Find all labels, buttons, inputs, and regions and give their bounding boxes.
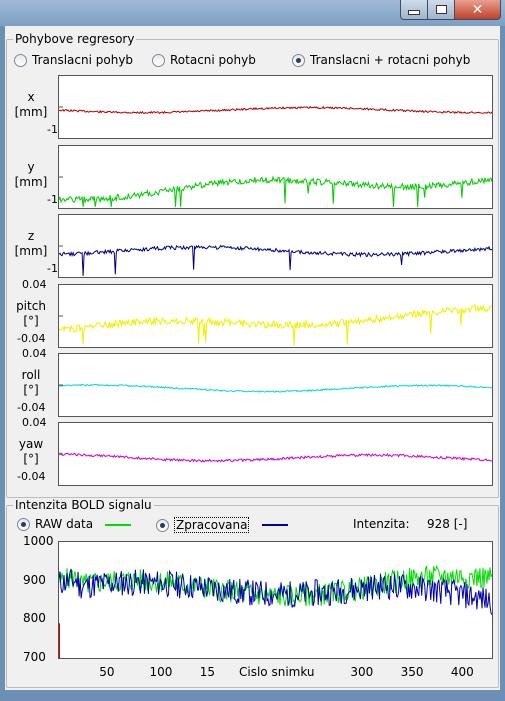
y-tick-label: 900 [23,572,46,587]
panel-plot-y [58,145,493,209]
bold-chart [58,541,493,659]
panel-ytick-bottom: -0.04 [17,470,46,483]
panel-ytick-bottom: -1 [47,262,58,275]
panel-plot-x [58,75,493,139]
intensity-label: Intenzita: [353,517,410,531]
y-tick-label: 800 [23,611,46,626]
intensity-value: 928 [-] [427,517,468,531]
bold-series-processed [59,568,492,615]
panel-plot-pitch [58,284,493,348]
raw-legend-line [105,524,131,526]
close-icon: ✕ [471,1,484,18]
panel-trace-line-pitch [59,303,492,346]
panel-plot-yaw [58,422,493,486]
panel-ylabel-pitch: pitch [°] [9,299,53,329]
radio-translacni-rotacni[interactable]: Translacni + rotacni pohyb [292,53,470,67]
radio-circle-icon [17,517,30,531]
panel-ylabel-unit: [mm] [14,175,48,189]
processed-label: Zpracovana [174,517,250,533]
panel-trace-line-yaw [59,452,492,463]
radio-circle-icon [292,53,305,67]
radio-label: Translacni pohyb [32,53,134,67]
x-tick-label: 50 [99,665,115,679]
panel-plot-roll [58,353,493,417]
panel-ylabel-name: x [27,90,35,104]
minimize-icon [408,10,420,15]
panel-ytick-bottom: -0.04 [17,401,46,414]
panel-trace-line-roll [59,383,492,393]
panel-ytick-bottom: -1 [47,123,58,136]
panel-trace-line-z [59,244,492,276]
radio-circle-icon [14,53,27,67]
processed-legend-line [262,524,288,526]
radio-translacni[interactable]: Translacni pohyb [14,53,133,67]
processed-radio[interactable]: Zpracovana [156,517,250,533]
panel-ylabel-y: y [mm] [9,160,53,190]
panel-ylabel-unit: [mm] [14,105,48,119]
y-tick-label: 700 [23,650,46,664]
panel-plot-z [58,214,493,278]
x-tick-label: 15 [199,665,215,679]
panel-ylabel-z: z [mm] [9,229,53,259]
panel-trace-svg [59,105,492,115]
bold-signal-group: Intenzita BOLD signalu RAW data Zpracova… [6,498,499,688]
panel-ytick-bottom: -0.04 [17,332,46,345]
window-controls: ✕ [400,0,501,20]
panel-ylabel-roll: roll [°] [9,368,53,398]
panel-ylabel-yaw: yaw [°] [9,437,53,467]
panel-trace-line-y [59,175,492,207]
radio-circle-icon [156,518,169,532]
panel-trace-svg [59,175,492,207]
panel-ylabel-name: yaw [18,437,44,451]
raw-data-radio[interactable]: RAW data [17,517,93,531]
panel-ytick-top: 0.04 [22,278,47,291]
maximize-icon [435,5,447,14]
x-tick-label: 100 [149,665,173,679]
panel-ylabel-unit: [°] [23,452,39,466]
panel-trace-svg [59,383,492,393]
bold-group-title: Intenzita BOLD signalu [13,498,154,512]
raw-data-label: RAW data [35,517,94,531]
panel-ylabel-unit: [°] [23,314,39,328]
panel-ylabel-unit: [°] [23,383,39,397]
panel-ylabel-name: roll [21,368,41,382]
x-tick-label: 400 [450,665,474,679]
panel-trace-line-x [59,105,492,115]
panel-ylabel-name: z [27,229,35,243]
x-tick-label: 350 [400,665,424,679]
x-axis-label: Cislo snimku [239,665,315,679]
panel-ytick-bottom: -1 [47,193,58,206]
window-client-area: Pohybove regresory Translacni pohyb Rota… [5,26,500,690]
panel-ytick-top: 0.04 [22,416,47,429]
panel-ylabel-name: pitch [16,299,46,313]
radio-circle-icon [152,53,165,67]
radio-label: Translacni + rotacni pohyb [310,53,471,67]
minimize-button[interactable] [400,0,428,20]
motion-regressors-group: Pohybove regresory Translacni pohyb Rota… [6,32,499,498]
panel-ylabel-name: y [27,160,35,174]
panel-ytick-top: 0.04 [22,347,47,360]
panel-trace-svg [59,244,492,276]
window-titlebar: ✕ [0,0,505,26]
close-button[interactable]: ✕ [455,0,501,20]
motion-group-title: Pohybove regresory [13,32,137,46]
panel-trace-svg [59,452,492,463]
bold-chart-svg [59,564,492,658]
radio-label: Rotacni pohyb [170,53,256,67]
panel-ylabel-unit: [mm] [14,244,48,258]
x-tick-label: 300 [350,665,374,679]
bold-series-raw [59,564,492,607]
panel-trace-svg [59,303,492,346]
y-tick-label: 1000 [23,534,54,548]
radio-rotacni[interactable]: Rotacni pohyb [152,53,256,67]
panel-ylabel-x: x [mm] [9,90,53,120]
maximize-button[interactable] [428,0,455,20]
